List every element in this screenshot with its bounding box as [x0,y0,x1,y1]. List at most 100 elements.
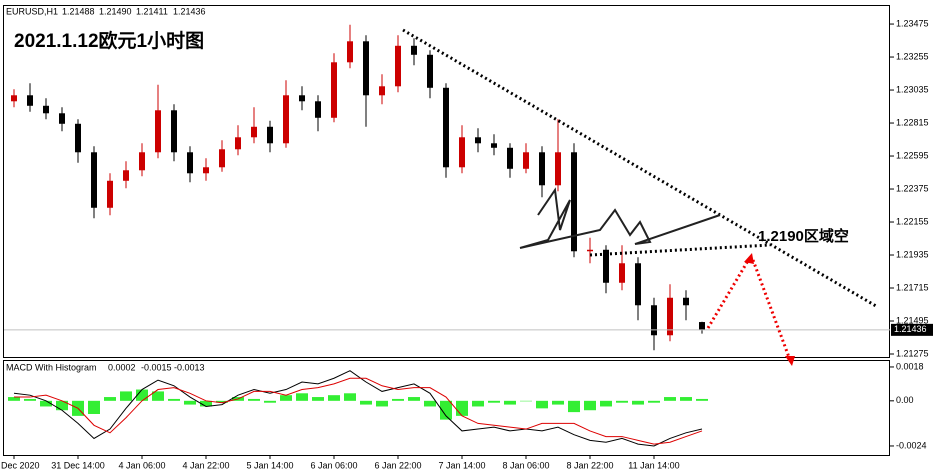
x-tick-label: 8 Jan 06:00 [502,460,549,470]
histogram-bar [600,400,612,407]
candle-body [251,126,257,138]
histogram-bar [376,400,388,407]
x-tick-label: 8 Jan 22:00 [566,460,613,470]
candle-body [635,263,641,306]
y-tick-label: 0.0018 [896,361,924,371]
histogram-bar [488,400,500,403]
candle-body [155,110,161,153]
x-tick-label: 11 Jan 14:00 [628,460,679,470]
histogram-bar [88,400,100,414]
candle-body [267,126,273,144]
candle-body [187,152,193,174]
candle-body [571,152,577,252]
candle-body [235,137,241,150]
candle-body [411,45,417,55]
y-tick-label: 1.21715 [896,282,929,292]
candle-body [347,41,353,63]
histogram-bar [328,395,340,401]
legend-value: -0.0013 [174,362,205,372]
candle-body [107,180,113,208]
candle-body [427,54,433,88]
y-tick-label: 1.22155 [896,216,929,226]
histogram-bar [664,397,676,401]
histogram-bar [184,400,196,405]
x-tick-label: 5 Jan 14:00 [246,460,293,470]
candle-body [11,95,17,102]
candle-body [315,101,321,118]
symbol: EURUSD,H1 [6,6,58,16]
y-tick-label: 1.23475 [896,18,929,28]
candle-body [507,147,513,169]
signature [519,187,721,249]
histogram-bar [424,400,436,407]
histogram-bar [280,395,292,401]
candle-body [667,297,673,336]
histogram-bar [24,398,36,401]
histogram-bar [56,400,68,411]
candle-body [523,152,529,169]
y-tick-label: 1.21275 [896,348,929,358]
candle-body [555,152,561,186]
arrow-head [744,253,754,264]
candle-body [203,167,209,174]
histogram-bar [8,397,20,401]
histogram-bar [568,400,580,413]
candle-body [459,137,465,168]
price-label: 1.21436 [894,324,927,334]
arrow-head [785,356,795,366]
arrow-up [706,258,751,329]
histogram-bar [520,400,532,402]
candle-body [219,149,225,168]
candle-body [171,110,177,153]
candle-body [603,249,609,283]
histogram-bar [216,400,228,403]
histogram-bar [552,400,564,405]
candle-body [283,95,289,144]
candle-body [27,95,33,106]
annotation: 1.2190区域空 [758,227,849,245]
price-box [891,323,933,336]
chart-title: 2021.1.12欧元1小时图 [14,29,204,52]
trend-line [402,28,877,308]
y-tick-label: 1.21935 [896,249,929,259]
histogram-bar [632,400,644,405]
legend-value: 0.0002 [108,362,136,372]
header-value: 1.21488 [62,6,95,16]
histogram-bar [120,391,132,401]
candle-body [587,249,593,252]
histogram-bar [536,400,548,409]
histogram-bar [296,393,308,401]
candle-body [299,95,305,102]
header-value: 1.21490 [99,6,132,16]
histogram-bar [648,400,660,403]
y-tick-label: 1.23035 [896,84,929,94]
candle-body [539,152,545,186]
candle-body [699,322,705,330]
histogram-bar [584,400,596,411]
histogram-bar [472,400,484,407]
header-value: 1.21436 [173,6,206,16]
candle-body [59,113,65,124]
macd-title: MACD With Histogram [6,362,97,372]
histogram-bar [456,400,468,416]
price-panel [3,5,890,358]
candle-body [395,45,401,87]
histogram-bar [408,397,420,401]
histogram-bar [264,400,276,403]
histogram-bar [696,398,708,401]
y-tick-label: 1.21495 [896,315,929,325]
histogram-bar [200,400,212,407]
histogram-bar [312,397,324,401]
candle-body [139,152,145,171]
x-tick-label: 4 Jan 22:00 [182,460,229,470]
candle-body [683,297,689,306]
y-tick-label: -0.0024 [896,440,927,450]
x-tick-label: 31 Dec 14:00 [51,460,105,470]
macd-panel [3,360,890,456]
x-tick-label: 30 Dec 2020 [0,460,40,470]
histogram-bar [344,393,356,401]
histogram-bar [152,391,164,401]
candle-body [331,62,337,118]
candle-body [443,87,449,168]
